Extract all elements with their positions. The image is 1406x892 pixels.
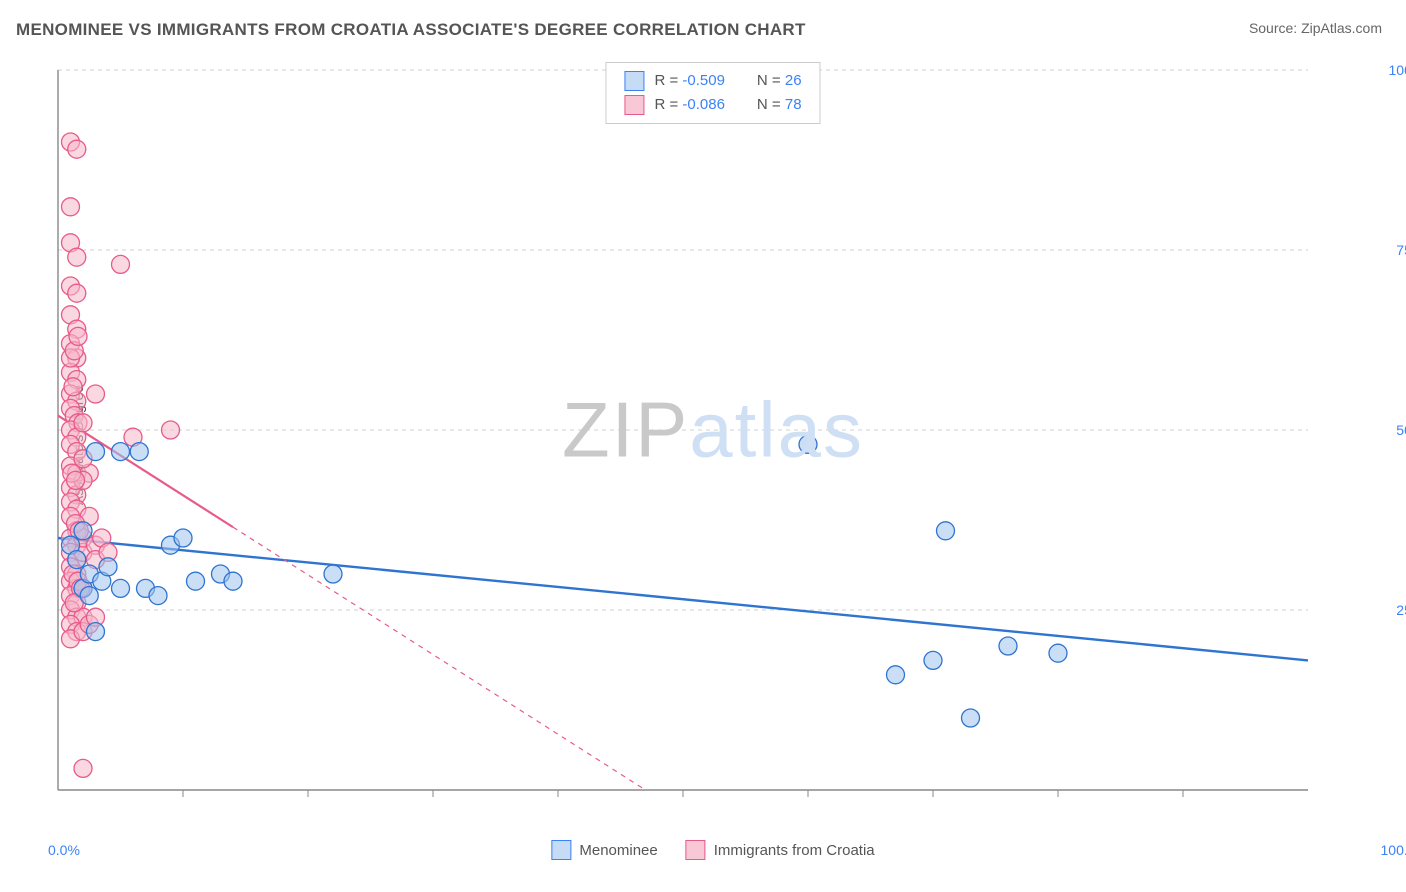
chart-title: MENOMINEE VS IMMIGRANTS FROM CROATIA ASS… <box>16 20 806 40</box>
source-attribution: Source: ZipAtlas.com <box>1249 20 1382 36</box>
legend-label: Menominee <box>579 842 657 859</box>
chart-area: Associate's Degree ZIPatlas R = -0.509 N… <box>48 60 1378 830</box>
r-value: -0.086 <box>682 96 725 113</box>
legend-label: Immigrants from Croatia <box>714 842 875 859</box>
r-label: R = <box>654 96 682 113</box>
legend-row-menominee: R = -0.509 N = 26 <box>624 69 801 93</box>
swatch-blue-icon <box>551 840 571 860</box>
r-value: -0.509 <box>682 72 725 89</box>
y-tick-label: 100.0% <box>1389 62 1406 78</box>
source-name: ZipAtlas.com <box>1301 20 1382 36</box>
legend-item-croatia: Immigrants from Croatia <box>686 840 875 860</box>
y-tick-label: 50.0% <box>1396 422 1406 438</box>
x-tick-max: 100.0% <box>1381 842 1406 858</box>
x-tick-min: 0.0% <box>48 842 80 858</box>
correlation-legend: R = -0.509 N = 26 R = -0.086 N = 78 <box>605 62 820 124</box>
swatch-pink-icon <box>624 95 644 115</box>
legend-item-menominee: Menominee <box>551 840 657 860</box>
y-tick-label: 75.0% <box>1396 242 1406 258</box>
y-tick-label: 25.0% <box>1396 602 1406 618</box>
legend-row-croatia: R = -0.086 N = 78 <box>624 93 801 117</box>
source-prefix: Source: <box>1249 20 1301 36</box>
n-label: N = <box>757 96 785 113</box>
r-label: R = <box>654 72 682 89</box>
scatter-plot <box>48 60 1378 830</box>
n-value: 78 <box>785 96 802 113</box>
header: MENOMINEE VS IMMIGRANTS FROM CROATIA ASS… <box>0 0 1406 48</box>
swatch-pink-icon <box>686 840 706 860</box>
series-legend: Menominee Immigrants from Croatia <box>551 840 874 860</box>
n-value: 26 <box>785 72 802 89</box>
swatch-blue-icon <box>624 71 644 91</box>
n-label: N = <box>757 72 785 89</box>
